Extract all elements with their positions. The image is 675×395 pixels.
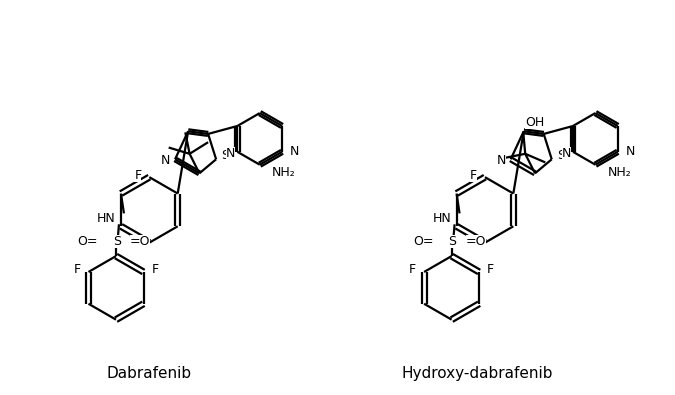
Text: S: S <box>449 235 456 248</box>
Text: N: N <box>226 147 236 160</box>
Text: N: N <box>562 147 571 160</box>
Text: F: F <box>487 263 494 276</box>
Text: Dabrafenib: Dabrafenib <box>107 366 192 381</box>
Text: S: S <box>113 235 121 248</box>
Text: F: F <box>470 169 477 182</box>
Text: N: N <box>161 154 170 167</box>
Text: O=: O= <box>78 235 98 248</box>
Text: =O: =O <box>466 235 486 248</box>
Text: HN: HN <box>433 212 452 225</box>
Text: NH₂: NH₂ <box>271 166 296 179</box>
Text: S: S <box>221 149 229 162</box>
Text: NH₂: NH₂ <box>608 166 631 179</box>
Text: O=: O= <box>413 235 434 248</box>
Text: OH: OH <box>525 115 545 128</box>
Text: F: F <box>74 263 80 276</box>
Text: F: F <box>151 263 159 276</box>
Text: N: N <box>626 145 635 158</box>
Text: Hydroxy-dabrafenib: Hydroxy-dabrafenib <box>401 366 553 381</box>
Text: F: F <box>134 169 141 182</box>
Text: N: N <box>496 154 506 167</box>
Text: S: S <box>557 149 565 162</box>
Text: =O: =O <box>130 235 151 248</box>
Text: F: F <box>409 263 416 276</box>
Text: N: N <box>290 145 300 158</box>
Text: HN: HN <box>97 212 116 225</box>
